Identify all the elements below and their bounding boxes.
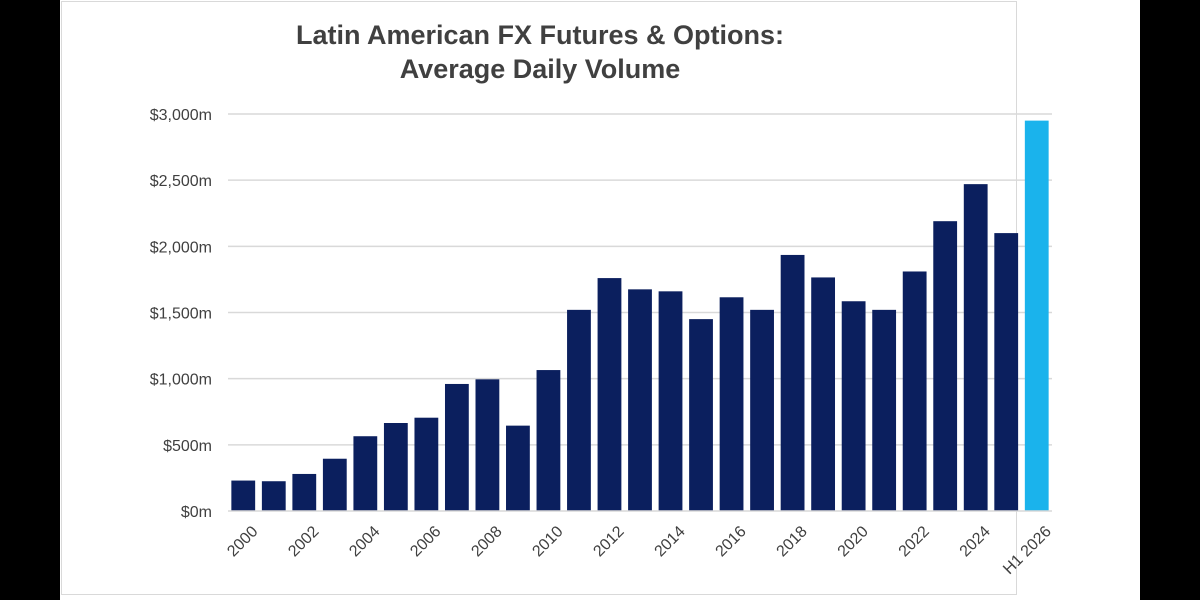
x-tick-label: 2006 [407, 523, 444, 560]
bar-2020 [841, 301, 866, 511]
bar-2009 [506, 425, 530, 511]
x-tick-label: 2004 [346, 523, 383, 560]
x-tick-label: 2018 [774, 523, 811, 560]
bar-2014 [658, 291, 683, 511]
x-tick-label: 2010 [529, 523, 566, 560]
bar-2022 [902, 271, 927, 511]
bar-2008 [475, 379, 500, 511]
bar-2017 [750, 309, 774, 511]
y-tick-label: $1,500m [150, 306, 212, 323]
bar-2011 [567, 309, 591, 511]
bar-2012 [597, 278, 622, 511]
y-tick-label: $1,000m [150, 372, 212, 389]
x-tick-label: H1 2026 [1000, 523, 1055, 578]
bar-2004 [353, 436, 378, 511]
bar-2007 [444, 383, 469, 511]
x-axis-tick-labels: 2000 2002 2004 2006 2008 2010 2012 2014 2016 2018… [224, 523, 1055, 578]
bar-2000 [231, 480, 256, 511]
bar-2024 [963, 184, 988, 511]
bar-2006 [414, 417, 439, 511]
x-tick-label: 2012 [590, 523, 627, 560]
bar-2015 [689, 319, 713, 511]
x-tick-label: 2016 [713, 523, 750, 560]
x-tick-label: 2008 [468, 523, 505, 560]
x-tick-label: 2024 [957, 523, 994, 560]
y-tick-label: $2,000m [150, 239, 212, 256]
y-tick-label: $500m [163, 438, 212, 455]
x-tick-label: 2000 [224, 523, 261, 560]
bar-2010 [536, 370, 561, 511]
bar-2023 [933, 221, 958, 511]
x-tick-label: 2022 [896, 523, 933, 560]
y-axis-tick-labels: $0m $500m $1,000m $1,500m $2,000m $2,500m $3,0… [150, 107, 212, 521]
y-tick-label: $2,500m [150, 173, 212, 190]
bar-2005 [383, 423, 408, 511]
x-tick-label: 2020 [835, 523, 872, 560]
chart-title-line-1: Latin American FX Futures & Options: [295, 20, 785, 50]
bar-2003 [322, 458, 347, 511]
x-tick-label: 2002 [285, 523, 322, 560]
bar-2018 [780, 254, 805, 511]
bar-2002 [292, 473, 317, 511]
y-tick-label: $0m [181, 504, 212, 521]
chart-title: Latin American FX Futures & Options: Ave… [0, 18, 1080, 86]
bar-2016 [719, 297, 744, 511]
bars [231, 120, 1049, 512]
bar-2001 [261, 481, 286, 511]
bar-2019 [811, 277, 836, 511]
bar-2013 [628, 289, 652, 511]
y-tick-label: $3,000m [150, 107, 212, 124]
bar-2021 [872, 309, 897, 511]
bar-2025 [994, 233, 1019, 511]
bar-h1-2026 [1024, 120, 1049, 512]
x-tick-label: 2014 [652, 523, 689, 560]
chart-title-line-2: Average Daily Volume [399, 54, 681, 84]
